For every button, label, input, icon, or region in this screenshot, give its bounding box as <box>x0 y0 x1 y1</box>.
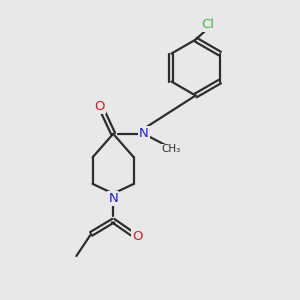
Text: O: O <box>132 230 143 243</box>
Text: N: N <box>139 127 149 140</box>
Text: O: O <box>95 100 105 113</box>
Text: CH₃: CH₃ <box>162 144 181 154</box>
Text: Cl: Cl <box>201 18 214 32</box>
Text: N: N <box>108 192 118 205</box>
